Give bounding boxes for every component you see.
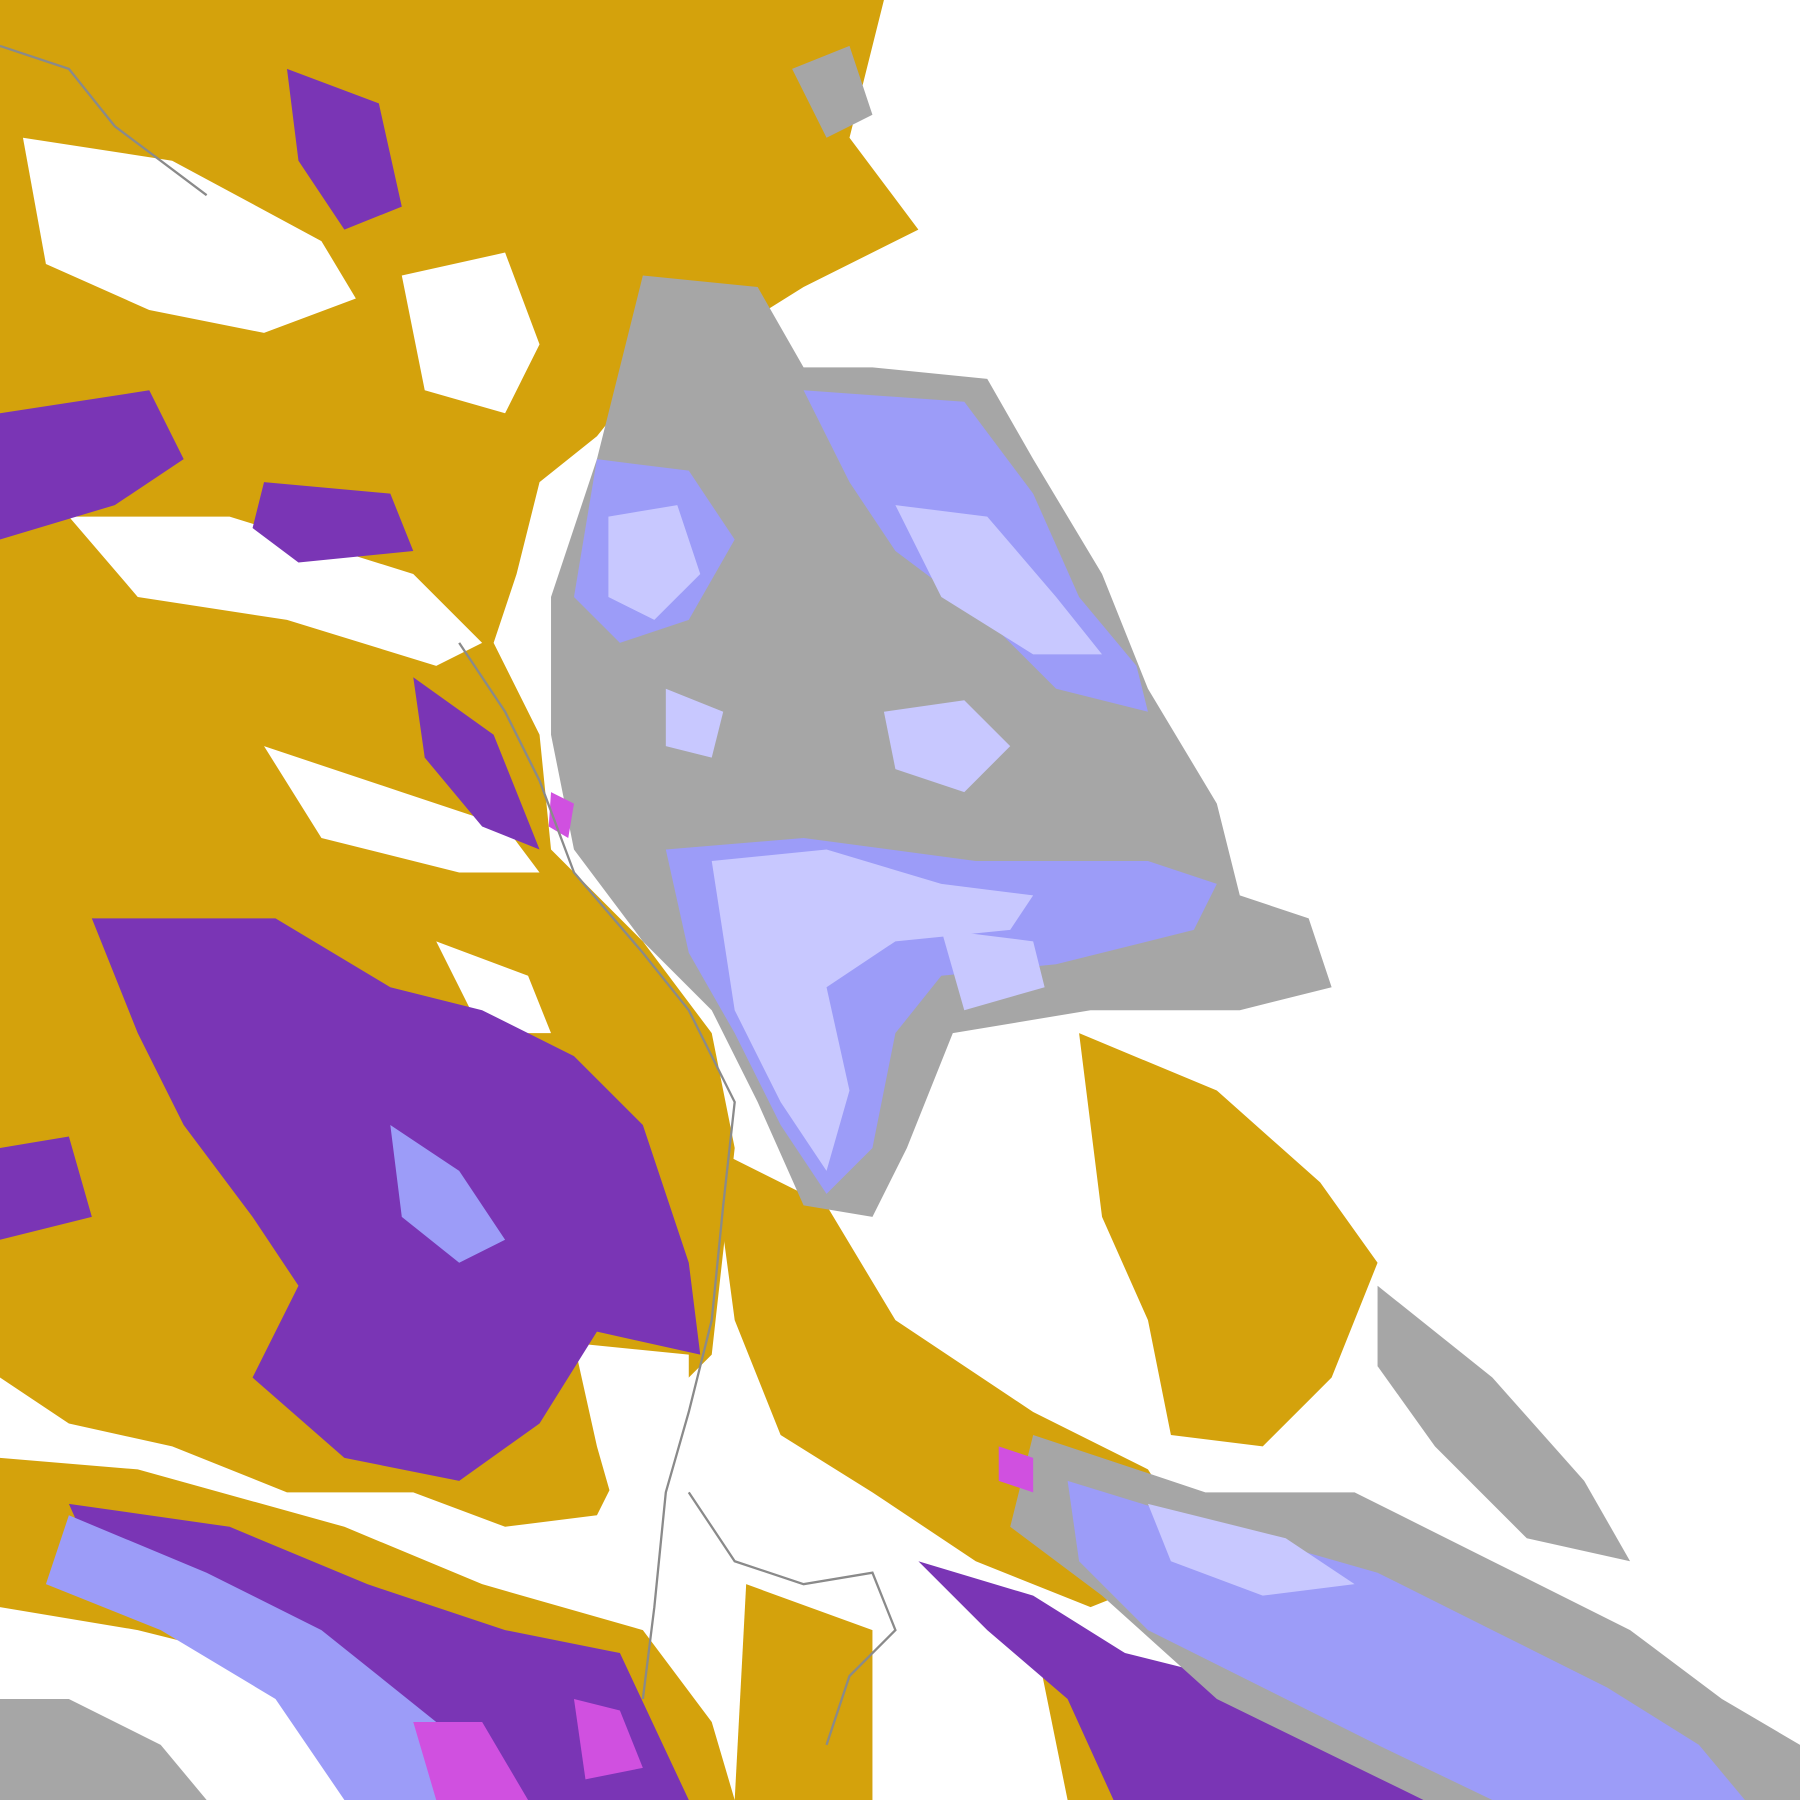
lavender-regions [608,505,1355,1596]
white-gaps [0,137,689,1800]
magenta-regions [413,792,1034,1800]
boundary-lines [0,44,897,1746]
